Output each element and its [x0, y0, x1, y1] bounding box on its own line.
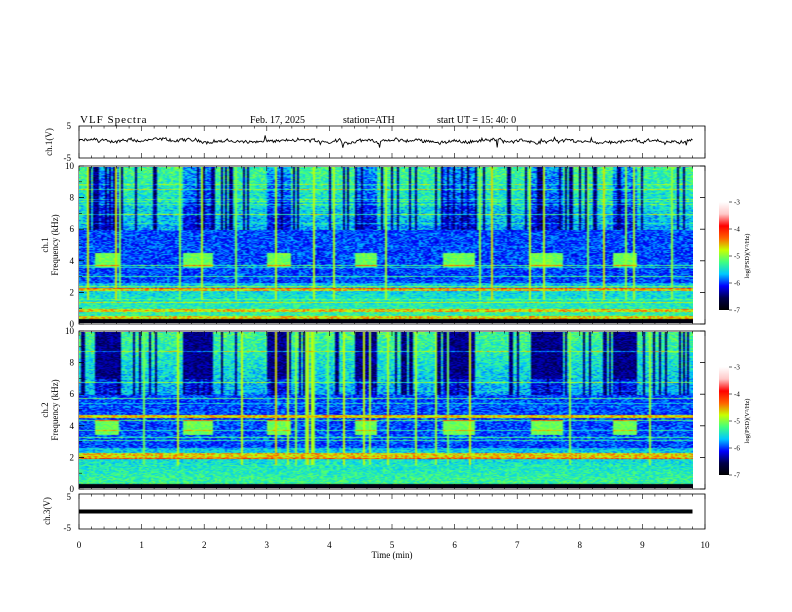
ch2-colorbar-tick-label: -3 — [734, 364, 740, 372]
ch1-spectrogram-yticks: 0 2 4 6 8 10 — [65, 161, 705, 329]
ch2-colorbar-tick-label: -4 — [734, 391, 740, 399]
ch2-spectrogram-ytick-label: 10 — [65, 326, 75, 336]
ch2-spectrogram-ytick-label: 0 — [70, 484, 75, 494]
ch2-colorbar-tick-label: -5 — [734, 418, 740, 426]
x-tick-label: 3 — [265, 540, 270, 550]
ch1-spectrogram-ytick-label: 4 — [70, 256, 75, 266]
ch1-colorbar-tick-label: -4 — [734, 226, 740, 234]
x-tick-label: 9 — [640, 540, 645, 550]
ch1-ytick-top: 5 — [67, 121, 72, 131]
ch1-spectrogram-ylabel-frequency: Frequency (kHz) — [50, 214, 60, 275]
ch2-spectrogram-ylabel-channel: ch.2 — [40, 402, 50, 417]
ch2-spectrogram-image — [79, 332, 693, 488]
ch2-colorbar: -3 -4 -5 -6 -7 log(PSD)(V²/Hz) — [719, 364, 751, 480]
ch1-colorbar-tick-label: -7 — [734, 307, 740, 315]
figure-title: VLF Spectra — [80, 114, 148, 126]
ch1-spectrogram-ytick-label: 0 — [70, 319, 75, 329]
ch1-ytick-bottom: -5 — [64, 153, 72, 163]
ch2-colorbar-label: log(PSD)(V²/Hz) — [744, 399, 751, 444]
ch1-colorbar-tick-label: -5 — [734, 253, 740, 261]
x-axis-ticks — [78, 126, 706, 529]
ch1-colorbar-gradient — [719, 202, 729, 310]
ch1-spectrogram-ylabel-channel: ch.1 — [40, 237, 50, 252]
x-axis-tick-labels: 0 1 2 3 4 5 6 7 8 9 10 — [77, 540, 710, 550]
ch3-ytick-bottom: -5 — [64, 523, 72, 533]
ch2-spectrogram-ylabel-frequency: Frequency (kHz) — [50, 379, 60, 440]
ch2-spectrogram-panel: 0 2 4 6 8 10 ch.2 Frequency (kHz) — [40, 326, 706, 494]
ch1-colorbar-tick-label: -6 — [734, 280, 740, 288]
ch2-spectrogram-ytick-label: 6 — [70, 389, 75, 399]
ch1-waveform-ylabel: ch.1(V) — [44, 128, 54, 156]
ch1-colorbar: -3 -4 -5 -6 -7 log(PSD)(V²/Hz) — [719, 199, 751, 315]
x-tick-label: 4 — [327, 540, 332, 550]
x-tick-label: 8 — [578, 540, 583, 550]
x-tick-label: 6 — [452, 540, 457, 550]
ch1-spectrogram-panel: 0 2 4 6 8 10 ch.1 Frequency (kHz) — [40, 161, 706, 329]
ch2-spectrogram-ytick-label: 2 — [70, 452, 75, 462]
x-tick-label: 7 — [515, 540, 520, 550]
ch2-colorbar-gradient — [719, 367, 729, 475]
date-label: Feb. 17, 2025 — [250, 115, 305, 126]
station-label: station=ATH — [343, 115, 395, 126]
ch1-spectrogram-ytick-label: 10 — [65, 161, 75, 171]
ch3-waveform-ylabel: ch.3(V) — [42, 497, 52, 525]
ch2-colorbar-tick-label: -6 — [734, 445, 740, 453]
start-ut-label: start UT = 15: 40: 0 — [437, 115, 516, 126]
ch1-waveform-panel: 5 -5 ch.1(V) — [44, 121, 706, 163]
ch2-colorbar-ticks: -3 -4 -5 -6 -7 — [729, 364, 740, 480]
x-tick-label: 10 — [701, 540, 711, 550]
ch1-colorbar-label: log(PSD)(V²/Hz) — [744, 234, 751, 279]
ch2-spectrogram-ytick-label: 4 — [70, 421, 75, 431]
ch3-ytick-top: 5 — [67, 492, 72, 502]
ch1-spectrogram-ytick-label: 8 — [70, 193, 75, 203]
ch2-spectrogram-ytick-label: 8 — [70, 358, 75, 368]
x-tick-label: 1 — [139, 540, 144, 550]
x-axis-label: Time (min) — [372, 550, 413, 560]
ch2-spectrogram-yticks: 0 2 4 6 8 10 — [65, 326, 705, 494]
ch1-waveform-trace — [78, 135, 693, 148]
ch1-colorbar-tick-label: -3 — [734, 199, 740, 207]
ch1-spectrogram-image — [79, 167, 693, 323]
x-tick-label: 0 — [77, 540, 82, 550]
ch1-spectrogram-ytick-label: 6 — [70, 224, 75, 234]
ch1-spectrogram-ytick-label: 2 — [70, 287, 75, 297]
x-tick-label: 2 — [202, 540, 207, 550]
ch1-colorbar-ticks: -3 -4 -5 -6 -7 — [729, 199, 740, 315]
ch2-colorbar-tick-label: -7 — [734, 472, 740, 480]
x-tick-label: 5 — [390, 540, 395, 550]
